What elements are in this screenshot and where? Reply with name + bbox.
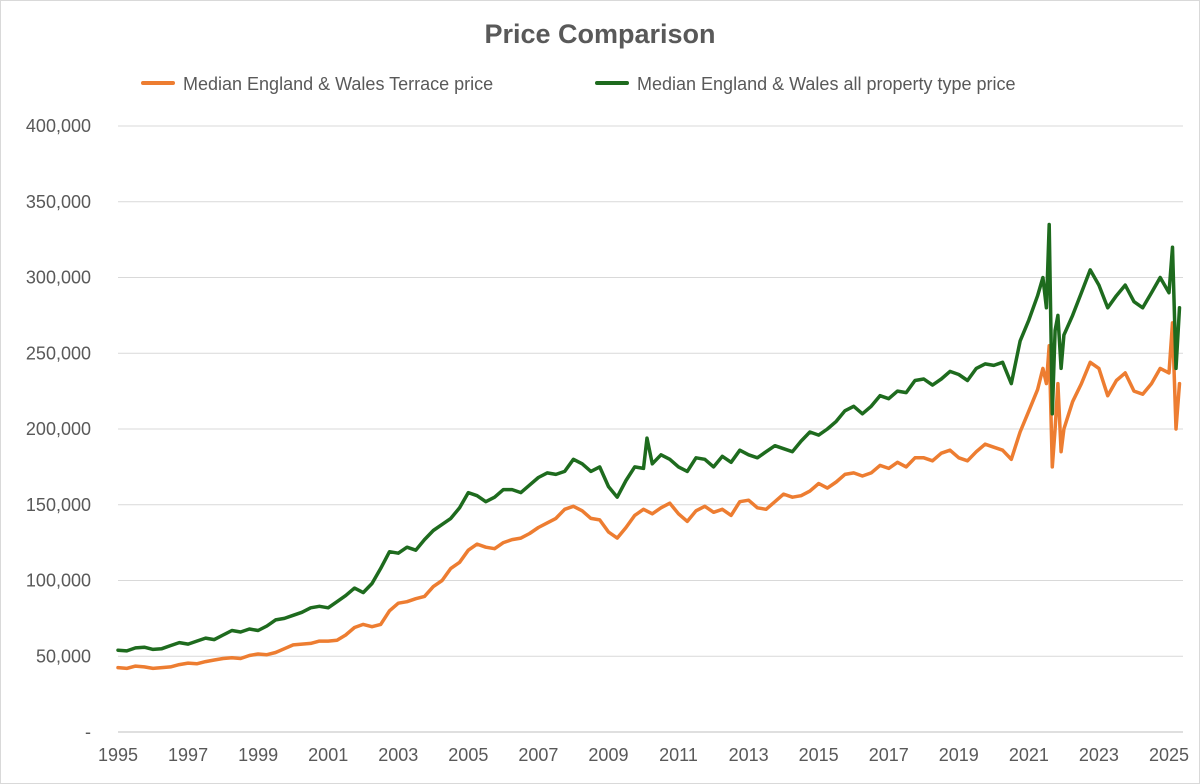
x-tick-label: 1997 — [168, 745, 208, 765]
y-tick-label: 350,000 — [26, 192, 91, 212]
x-tick-label: 2005 — [448, 745, 488, 765]
y-tick-label: 400,000 — [26, 116, 91, 136]
legend: Median England & Wales Terrace price Med… — [141, 74, 1016, 94]
series-lines — [116, 222, 1182, 671]
legend-item-all-property[interactable]: Median England & Wales all property type… — [595, 74, 1016, 94]
y-tick-label: 200,000 — [26, 419, 91, 439]
x-tick-label: 2023 — [1079, 745, 1119, 765]
y-tick-label: 300,000 — [26, 268, 91, 288]
legend-item-terrace[interactable]: Median England & Wales Terrace price — [141, 74, 493, 94]
x-tick-label: 1999 — [238, 745, 278, 765]
x-tick-label: 2013 — [729, 745, 769, 765]
x-tick-label: 2021 — [1009, 745, 1049, 765]
x-axis: 1995 1997 1999 2001 2003 2005 2007 2009 2011 2013… — [98, 745, 1189, 765]
y-tick-label: 50,000 — [36, 646, 91, 666]
x-tick-label: 2017 — [869, 745, 909, 765]
x-tick-label: 2007 — [518, 745, 558, 765]
x-tick-label: 1995 — [98, 745, 138, 765]
y-tick-label: 150,000 — [26, 495, 91, 515]
legend-label-terrace: Median England & Wales Terrace price — [183, 74, 493, 94]
x-tick-label: 2009 — [588, 745, 628, 765]
chart-title: Price Comparison — [484, 19, 715, 49]
x-tick-label: 2011 — [659, 745, 698, 765]
y-tick-label: 100,000 — [26, 571, 91, 591]
series-line-all-property — [116, 222, 1182, 653]
series-line-terrace — [116, 321, 1182, 671]
y-axis: - 50,000 100,000 150,000 200,000 250,000 300,0… — [26, 116, 91, 742]
y-tick-label: - — [85, 722, 91, 742]
legend-label-all-property: Median England & Wales all property type… — [637, 74, 1016, 94]
gridlines — [118, 125, 1183, 733]
x-tick-label: 2003 — [378, 745, 418, 765]
y-tick-label: 250,000 — [26, 343, 91, 363]
x-tick-label: 2025 — [1149, 745, 1189, 765]
x-tick-label: 2019 — [939, 745, 979, 765]
x-tick-label: 2001 — [308, 745, 348, 765]
x-tick-label: 2015 — [799, 745, 839, 765]
